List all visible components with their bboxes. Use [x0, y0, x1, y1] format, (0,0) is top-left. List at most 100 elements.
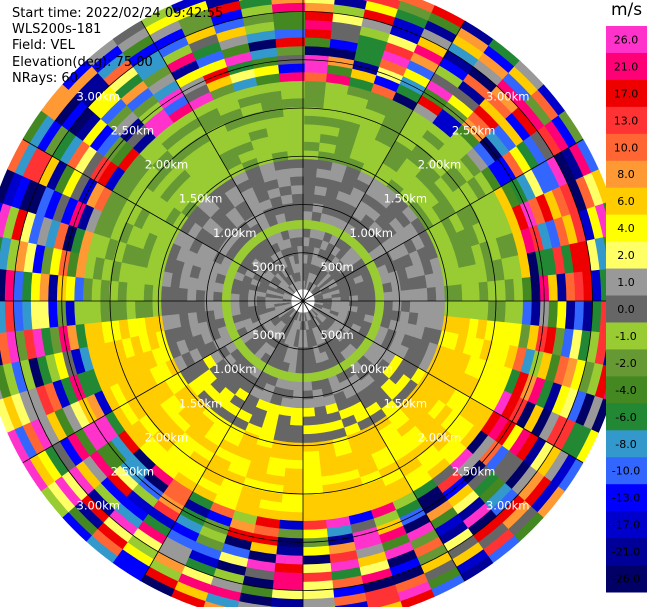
velocity-cell	[396, 227, 412, 244]
velocity-cell	[283, 115, 305, 126]
velocity-cell	[86, 37, 120, 67]
velocity-cell	[544, 353, 562, 385]
velocity-cell	[530, 408, 553, 439]
velocity-cell	[333, 273, 344, 283]
velocity-cell	[412, 325, 426, 341]
velocity-cell	[383, 291, 394, 302]
velocity-cell	[530, 130, 556, 163]
velocity-cell	[269, 315, 280, 324]
velocity-cell	[202, 231, 217, 248]
velocity-cell	[357, 301, 368, 309]
velocity-cell	[282, 294, 293, 299]
velocity-cell	[125, 354, 142, 377]
velocity-cell	[22, 145, 46, 180]
velocity-cell	[212, 392, 230, 410]
velocity-cell	[265, 245, 276, 257]
velocity-cell	[221, 300, 232, 310]
velocity-cell	[370, 83, 398, 101]
velocity-cell	[318, 221, 329, 233]
velocity-cell	[410, 367, 427, 386]
velocity-cell	[0, 201, 12, 238]
velocity-cell	[398, 589, 435, 607]
velocity-cell	[353, 317, 365, 328]
velocity-cell	[471, 358, 488, 382]
velocity-cell	[357, 170, 376, 187]
velocity-cell	[440, 347, 455, 367]
velocity-cell	[316, 159, 334, 171]
velocity-cell	[303, 184, 316, 195]
velocity-cell	[414, 413, 435, 434]
velocity-cell	[262, 107, 285, 120]
velocity-cell	[151, 284, 163, 301]
range-ring-label: 2.50km	[452, 123, 495, 137]
velocity-cell	[302, 433, 318, 444]
velocity-cell	[403, 363, 419, 381]
velocity-cell	[367, 147, 389, 164]
velocity-cell	[183, 400, 203, 420]
velocity-cell	[189, 418, 210, 438]
range-ring-label: 2.00km	[418, 158, 461, 172]
velocity-cell	[283, 304, 293, 310]
velocity-cell	[199, 57, 229, 77]
velocity-cell	[265, 255, 277, 267]
velocity-cell	[349, 295, 359, 302]
velocity-cell	[375, 393, 393, 410]
velocity-cell	[287, 285, 296, 294]
velocity-cell	[306, 311, 312, 321]
velocity-cell	[346, 85, 373, 101]
velocity-cell	[319, 351, 330, 363]
velocity-cell	[570, 211, 588, 245]
velocity-cell	[448, 232, 464, 253]
velocity-cell	[170, 412, 191, 433]
colorbar-tick-label: 6.0	[617, 195, 635, 208]
velocity-cell	[535, 193, 555, 224]
velocity-cell	[561, 147, 585, 182]
velocity-cell	[337, 127, 359, 142]
velocity-cell	[401, 514, 431, 535]
velocity-cell	[126, 396, 147, 421]
velocity-cell	[192, 41, 224, 61]
velocity-cell	[300, 312, 303, 322]
velocity-cell	[480, 166, 503, 193]
velocity-cell	[296, 320, 301, 331]
velocity-cell	[390, 412, 410, 431]
velocity-cell	[353, 178, 371, 194]
velocity-cell	[260, 248, 271, 261]
velocity-cell	[290, 282, 298, 292]
velocity-cell	[109, 259, 123, 282]
velocity-cell	[447, 369, 465, 391]
velocity-cell	[564, 301, 576, 332]
velocity-cell	[288, 318, 295, 328]
velocity-cell	[397, 395, 416, 414]
velocity-cell	[516, 471, 545, 503]
velocity-cell	[282, 298, 292, 301]
velocity-cell	[431, 464, 457, 488]
velocity-cell	[271, 328, 281, 339]
velocity-cell	[323, 507, 349, 521]
velocity-cell	[257, 286, 268, 294]
velocity-cell	[365, 206, 382, 222]
velocity-cell	[322, 294, 333, 300]
velocity-cell	[312, 306, 321, 314]
velocity-cell	[458, 556, 494, 583]
velocity-cell	[292, 381, 303, 392]
velocity-cell	[355, 551, 388, 569]
velocity-cell	[141, 211, 159, 233]
velocity-cell	[343, 273, 354, 283]
velocity-cell	[293, 272, 299, 282]
velocity-cell	[590, 301, 602, 335]
velocity-cell	[192, 443, 215, 462]
velocity-cell	[44, 352, 61, 383]
velocity-cell	[350, 526, 380, 543]
velocity-cell	[256, 295, 266, 301]
velocity-cell	[120, 541, 154, 568]
velocity-cell	[337, 263, 349, 275]
velocity-cell	[373, 74, 402, 93]
velocity-cell	[156, 361, 173, 381]
velocity-cell	[283, 467, 303, 479]
velocity-cell	[325, 187, 340, 200]
velocity-cell	[269, 142, 289, 154]
velocity-cell	[218, 146, 240, 164]
velocity-cell	[127, 180, 147, 205]
velocity-cell	[411, 478, 438, 501]
